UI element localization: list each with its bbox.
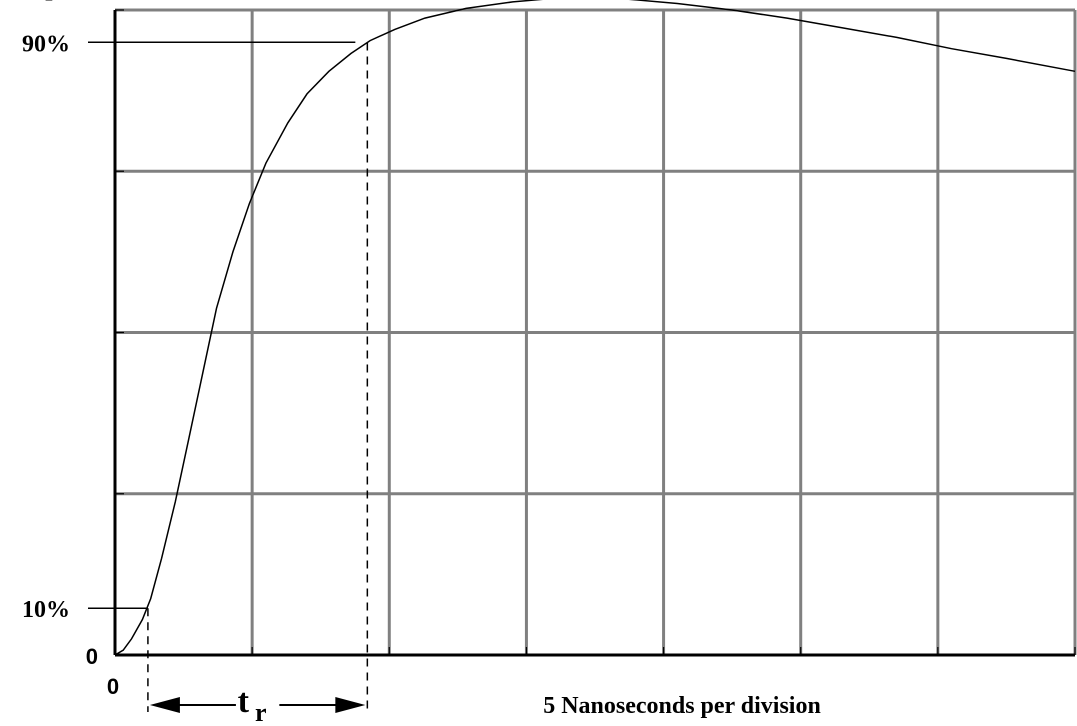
origin-x-label: 0 [107, 674, 119, 699]
origin-y-label: 0 [86, 644, 98, 669]
labels: 10% 90% 00 5 Nanoseconds per division Ipr tr [22, 0, 821, 726]
rise-arrow-left-head [149, 697, 180, 713]
markers [88, 41, 369, 713]
axes [113, 10, 1075, 657]
current-curve [114, 0, 1076, 656]
rise-arrow-right-head [335, 697, 366, 713]
ninety-percent-label: 90% [22, 31, 70, 57]
ten-percent-label: 10% [22, 597, 70, 623]
x-axis-label: 5 Nanoseconds per division [543, 693, 821, 719]
peak-current-label: Ipr [28, 0, 71, 1]
grid [115, 8, 1077, 655]
